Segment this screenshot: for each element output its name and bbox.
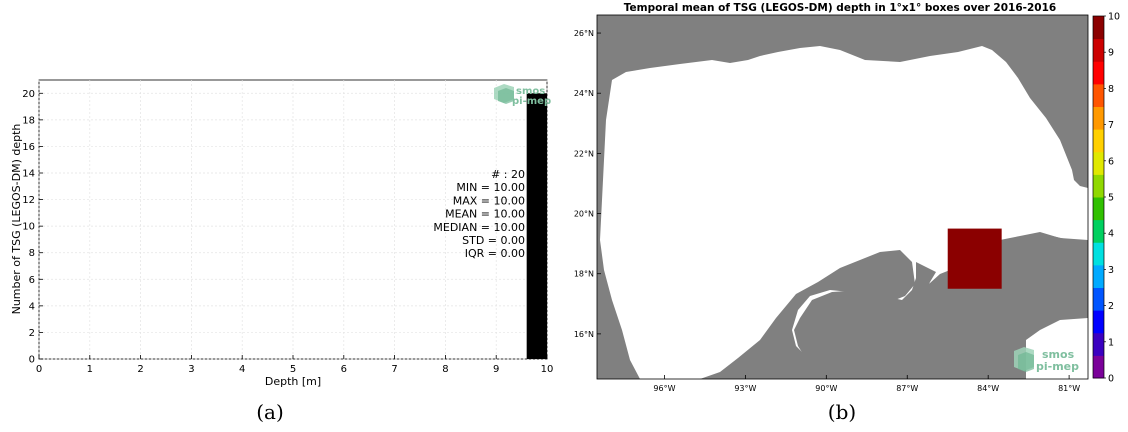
colorbar-segment-0 — [1093, 355, 1104, 379]
colorbar-tick-label-7: 7 — [1108, 120, 1114, 131]
lat-tick-label-5: 26°N — [574, 29, 594, 38]
lat-tick-label-4: 24°N — [574, 89, 594, 98]
colorbar-segment-12 — [1093, 83, 1104, 107]
stats-line-6: IQR = 0.00 — [465, 247, 525, 260]
colorbar-segment-7 — [1093, 197, 1104, 221]
panel-a-label: (a) — [256, 400, 284, 424]
y-tick-label-2: 4 — [29, 301, 35, 312]
florida-peninsula — [1010, 15, 1088, 128]
x-tick-label-0: 0 — [36, 364, 42, 375]
colorbar-segment-8 — [1093, 174, 1104, 198]
x-tick-label-6: 6 — [341, 364, 347, 375]
colorbar-segment-11 — [1093, 106, 1104, 130]
x-tick-label-3: 3 — [188, 364, 194, 375]
lon-tick-label-5: 81°W — [1058, 384, 1080, 393]
colorbar-segment-9 — [1093, 151, 1104, 175]
histogram-bars — [526, 93, 547, 360]
y-tick-label-10: 20 — [22, 89, 35, 100]
map-data-cell-0 — [947, 228, 1002, 289]
histogram-y-axis-label: Number of TSG (LEGOS-DM) depth — [10, 124, 23, 315]
y-tick-label-9: 18 — [22, 115, 35, 126]
lon-tick-label-4: 84°W — [977, 384, 999, 393]
panel-b-label: (b) — [828, 400, 856, 424]
map-title: Temporal mean of TSG (LEGOS-DM) depth in… — [624, 2, 1056, 14]
stats-line-1: MIN = 10.00 — [456, 181, 525, 194]
colorbar-segment-10 — [1093, 129, 1104, 153]
colorbar-segment-15 — [1093, 16, 1104, 40]
map-colorbar: 0 1 2 3 4 5 6 7 8 9 10 — [1092, 12, 1120, 385]
colorbar-segment-6 — [1093, 219, 1104, 243]
x-tick-label-9: 9 — [493, 364, 499, 375]
x-tick-label-5: 5 — [290, 364, 296, 375]
logo-text-smos: smos — [516, 86, 545, 97]
lat-tick-label-0: 16°N — [574, 330, 594, 339]
colorbar-tick-label-1: 1 — [1108, 337, 1114, 348]
y-tick-label-8: 16 — [22, 142, 35, 153]
colorbar-segment-4 — [1093, 264, 1104, 288]
lat-tick-label-1: 18°N — [574, 270, 594, 279]
stats-line-3: MEAN = 10.00 — [445, 208, 525, 221]
colorbar-tick-label-2: 2 — [1108, 301, 1114, 312]
histogram-grid — [38, 80, 548, 360]
colorbar-segment-1 — [1093, 332, 1104, 356]
lon-tick-label-1: 93°W — [734, 384, 756, 393]
colorbar-segment-5 — [1093, 242, 1104, 266]
colorbar-segment-2 — [1093, 310, 1104, 334]
colorbar-tick-label-9: 9 — [1108, 48, 1114, 59]
colorbar-tick-label-10: 10 — [1108, 12, 1120, 23]
y-tick-label-5: 10 — [22, 222, 35, 233]
y-tick-label-3: 6 — [29, 275, 35, 286]
lat-tick-label-3: 22°N — [574, 149, 594, 158]
colorbar-segment-3 — [1093, 287, 1104, 311]
colorbar-tick-label-5: 5 — [1108, 193, 1114, 204]
gulf-of-mexico-water — [600, 46, 1088, 379]
x-tick-label-7: 7 — [391, 364, 397, 375]
y-tick-label-0: 0 — [29, 355, 35, 366]
histogram-y-ticks: 0 2 4 6 8 10 12 14 16 18 20 — [22, 89, 43, 366]
stats-line-2: MAX = 10.00 — [453, 194, 525, 207]
y-tick-label-7: 14 — [22, 169, 35, 180]
x-tick-label-8: 8 — [442, 364, 448, 375]
colorbar-tick-label-6: 6 — [1108, 156, 1114, 167]
colorbar-segment-14 — [1093, 38, 1104, 62]
colorbar-tick-label-3: 3 — [1108, 265, 1114, 276]
histogram-x-axis-label: Depth [m] — [265, 375, 321, 388]
colorbar-tick-label-0: 0 — [1108, 374, 1114, 385]
colorbar-tick-label-8: 8 — [1108, 84, 1114, 95]
histogram-bar-0 — [526, 93, 547, 360]
x-tick-label-1: 1 — [87, 364, 93, 375]
map-panel: Temporal mean of TSG (LEGOS-DM) depth in… — [574, 2, 1120, 424]
logo-text-pi-mep: pi-mep — [512, 96, 551, 107]
lon-tick-label-0: 96°W — [653, 384, 675, 393]
jamaica — [1006, 286, 1030, 294]
map-border — [596, 14, 1089, 380]
histogram-x-ticks: 0 1 2 3 4 5 6 7 8 9 10 — [36, 355, 554, 375]
lon-tick-label-2: 90°W — [815, 384, 837, 393]
smos-pi-mep-logo: smos pi-mep — [494, 84, 551, 107]
logo-text-pi-mep: pi-mep — [1036, 360, 1079, 373]
stats-line-0: # : 20 — [491, 168, 525, 181]
map-longitude-ticks: 96°W 93°W 90°W 87°W 84°W 81°W — [653, 375, 1080, 393]
x-tick-label-4: 4 — [239, 364, 245, 375]
colorbar-tick-label-4: 4 — [1108, 229, 1114, 240]
x-tick-label-2: 2 — [137, 364, 143, 375]
stats-line-4: MEDIAN = 10.00 — [433, 221, 525, 234]
map-latitude-ticks: 16°N 18°N 20°N 22°N 24°N 26°N — [574, 14, 1089, 380]
y-tick-label-6: 12 — [22, 195, 35, 206]
yucatan-peninsula — [794, 262, 936, 374]
y-tick-label-4: 8 — [29, 248, 35, 259]
logo-text-smos: smos — [1042, 348, 1075, 361]
colorbar-segment-13 — [1093, 61, 1104, 85]
x-tick-label-10: 10 — [541, 364, 554, 375]
stats-line-5: STD = 0.00 — [462, 234, 525, 247]
smos-pi-mep-logo: smos pi-mep — [1014, 347, 1079, 373]
lat-tick-label-2: 20°N — [574, 210, 594, 219]
y-tick-label-1: 2 — [29, 328, 35, 339]
map-data-cells — [947, 228, 1002, 289]
lon-tick-label-3: 87°W — [896, 384, 918, 393]
